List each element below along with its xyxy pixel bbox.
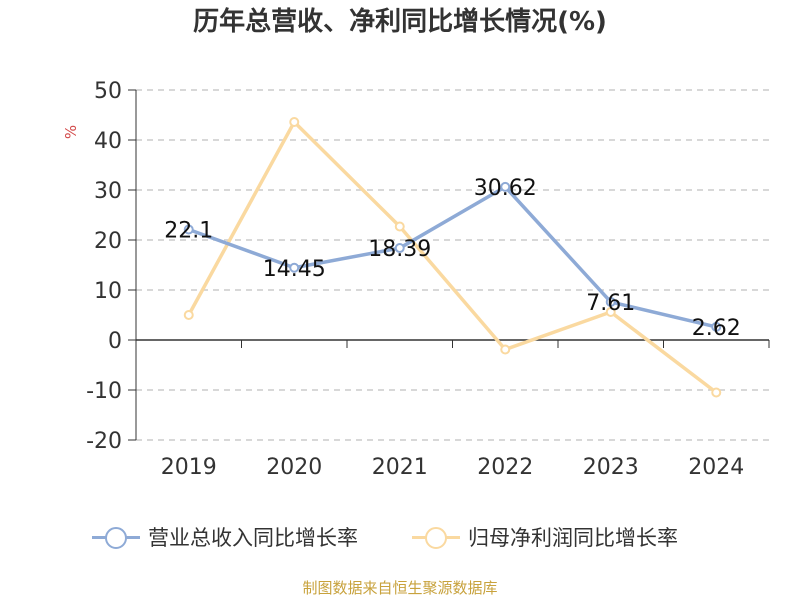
data-label: 2.62 (692, 316, 741, 341)
y-tick-label: 10 (94, 279, 122, 304)
series-0-point (289, 262, 300, 273)
axes: 50 40 30 20 10 0 -10 -20 2019 2020 2021 2022 2023 202… (62, 79, 770, 480)
data-label: 18.39 (368, 237, 431, 262)
x-tick-label: 2021 (372, 455, 428, 480)
series-1-point (289, 117, 300, 127)
series-line-1 (187, 120, 718, 394)
legend-swatch-net-profit-growth (412, 520, 460, 554)
data-label: 22.1 (164, 219, 213, 244)
y-tick-label: 20 (94, 229, 122, 254)
series-1-point (183, 310, 194, 320)
legend-label-revenue-growth: 营业总收入同比增长率 (148, 526, 358, 550)
y-tick-label: 0 (108, 329, 122, 354)
x-tick-label: 2023 (583, 455, 639, 480)
x-tick-label: 2024 (688, 455, 744, 480)
y-tick-label: -10 (86, 379, 122, 404)
series-0-point (605, 296, 616, 307)
source-note: 制图数据来自恒生聚源数据库 (302, 579, 498, 597)
y-tick-label: -20 (86, 429, 122, 454)
gridlines (136, 89, 769, 441)
data-label: 14.45 (263, 257, 326, 282)
series-1-point (711, 387, 722, 398)
series-0-point (183, 224, 194, 235)
data-labels: 22.1 14.45 18.39 30.62 7.61 2.62 (164, 176, 740, 341)
y-tick-label: 30 (94, 179, 122, 204)
x-tick-label: 2022 (477, 455, 533, 480)
y-axis-label: % (62, 125, 80, 139)
legend-item-revenue-growth[interactable]: 营业总收入同比增长率 (92, 520, 358, 554)
series (183, 117, 722, 398)
series-1-point (605, 307, 616, 317)
series-0-point (394, 243, 405, 254)
x-tick-label: 2019 (161, 455, 217, 480)
chart-title: 历年总营收、净利同比增长情况(%) (193, 7, 607, 37)
legend-item-net-profit-growth[interactable]: 归母净利润同比增长率 (412, 520, 678, 554)
series-0-point (500, 181, 511, 192)
legend-label-net-profit-growth: 归母净利润同比增长率 (468, 526, 678, 550)
legend-swatch-revenue-growth (92, 520, 140, 554)
y-tick-label: 40 (94, 129, 122, 154)
x-tick-label: 2020 (266, 455, 322, 480)
series-0-point (711, 321, 722, 332)
y-tick-label: 50 (94, 79, 122, 104)
series-1-point (500, 344, 511, 355)
series-line-0 (188, 185, 717, 329)
data-label: 30.62 (474, 176, 537, 201)
series-1-point (394, 221, 405, 232)
legend: 营业总收入同比增长率 归母净利润同比增长率 (0, 520, 800, 554)
data-label: 7.61 (586, 291, 635, 316)
